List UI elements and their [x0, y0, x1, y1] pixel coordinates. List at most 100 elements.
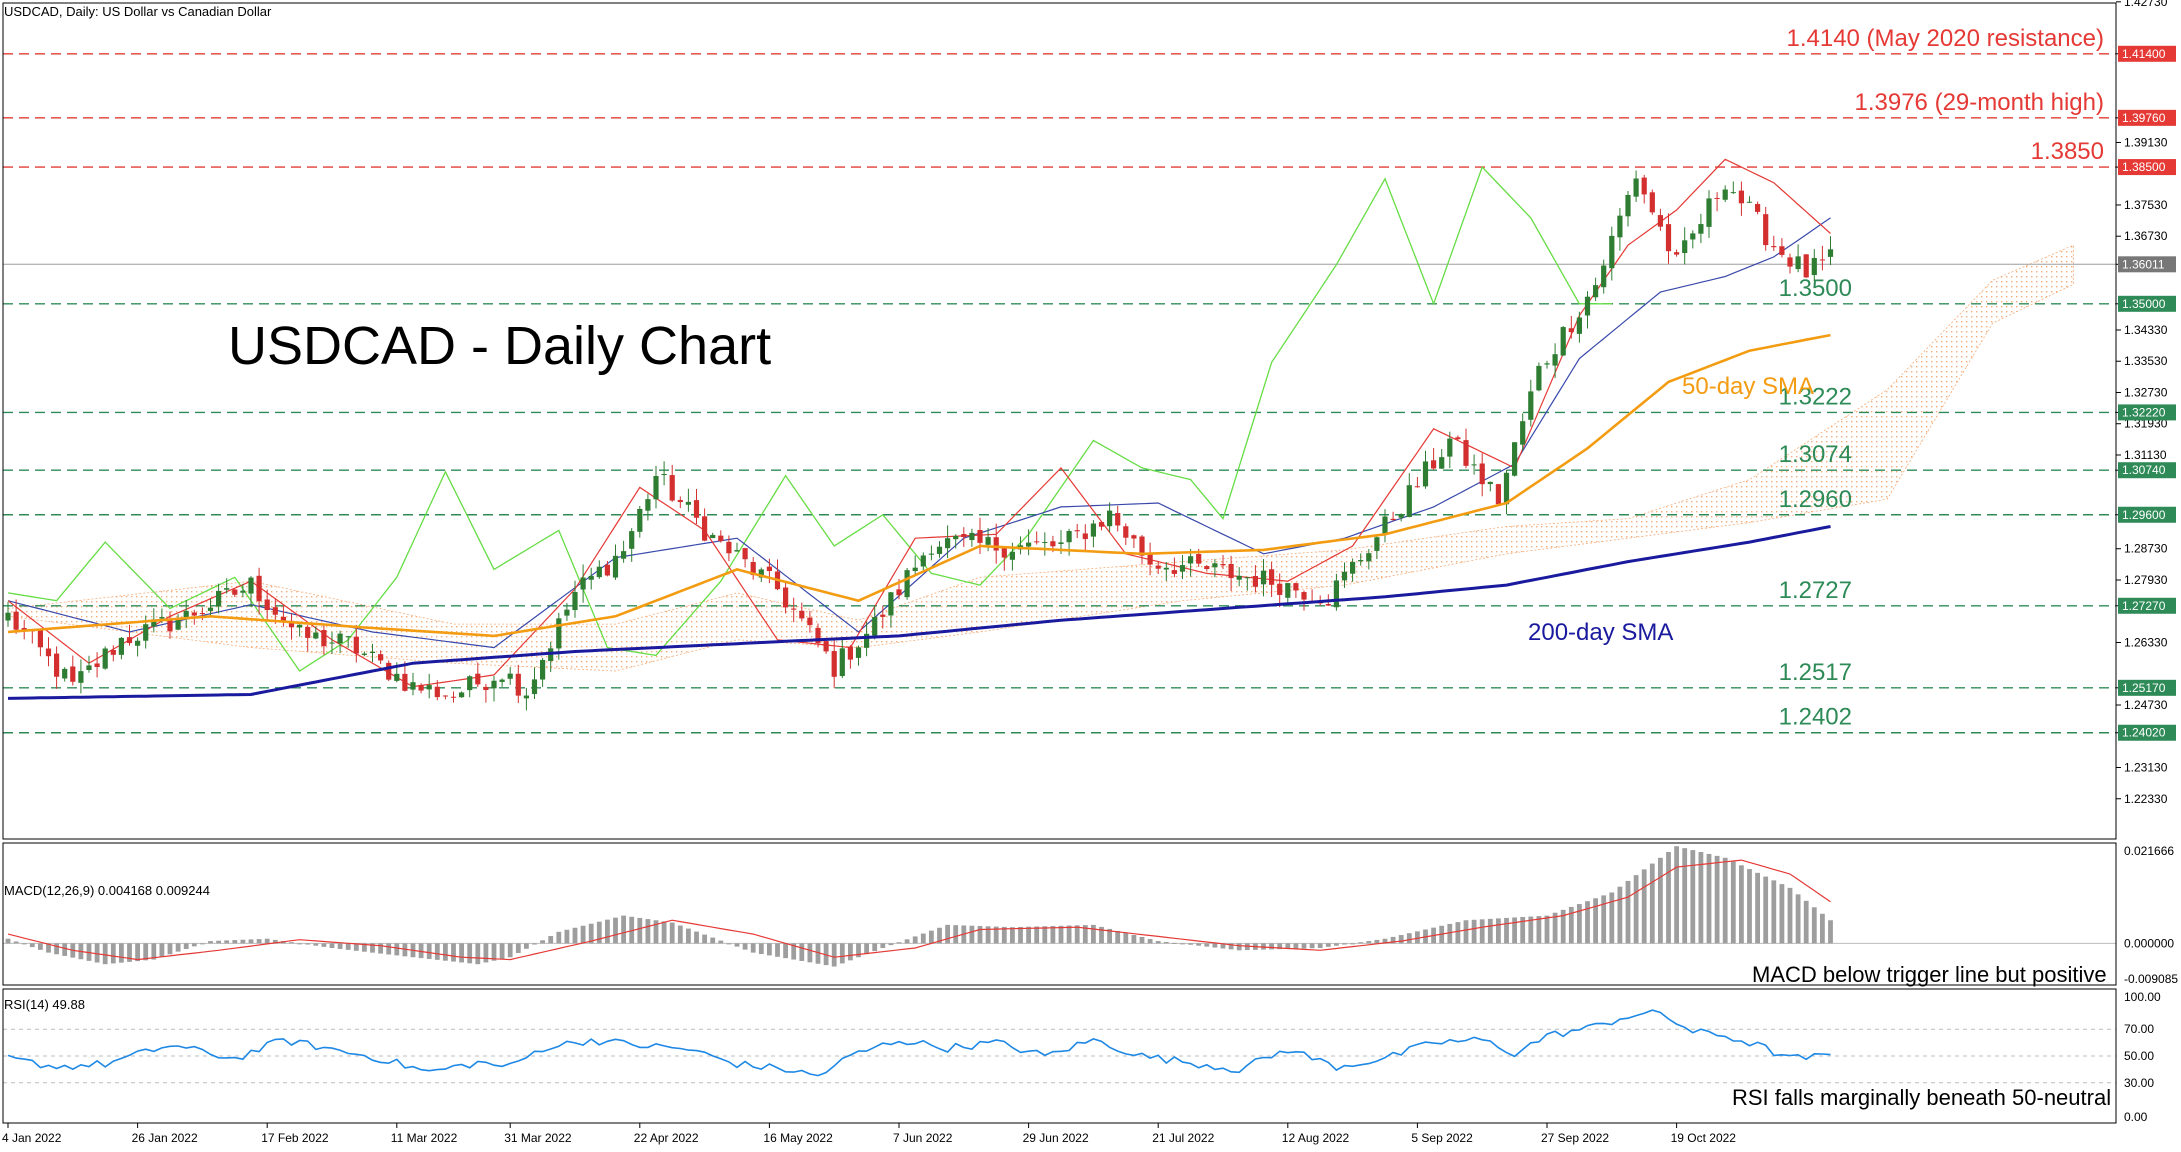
candle-body [1123, 526, 1129, 538]
level-tag-box [2118, 109, 2176, 126]
candle-body [718, 535, 724, 542]
candle-body [54, 653, 60, 677]
candle-body [1414, 486, 1420, 488]
candle-body [1196, 553, 1202, 564]
candle-body [734, 550, 740, 552]
macd-bar [467, 943, 473, 964]
macd-bar [1390, 936, 1396, 944]
macd-bar [1714, 855, 1720, 944]
macd-bar [1625, 880, 1631, 944]
macd-bar [1301, 943, 1307, 949]
candle-body [766, 566, 772, 572]
level-tag: 1.38500 [2122, 160, 2166, 174]
candle-body [912, 567, 918, 572]
macd-bar [1447, 923, 1453, 944]
x-tick-label: 5 Sep 2022 [1411, 1131, 1473, 1145]
macd-bar [1325, 943, 1331, 947]
macd-bar [151, 943, 157, 960]
macd-bar [580, 925, 586, 944]
candle-body [1787, 257, 1793, 267]
x-tick-label: 4 Jan 2022 [2, 1131, 62, 1145]
rsi-tick-label: 70.00 [2124, 1022, 2154, 1036]
macd-bar [839, 943, 845, 964]
level-tag-box [2118, 597, 2176, 614]
level-tag-box [2118, 506, 2176, 523]
macd-bar [507, 943, 513, 958]
macd-bar [362, 943, 367, 952]
candle-body [1584, 296, 1591, 316]
candle-body [272, 607, 278, 615]
macd-bar [1763, 876, 1769, 944]
sma200-line [7, 525, 1831, 700]
candle-body [78, 671, 84, 683]
macd-bar [1641, 869, 1647, 944]
macd-bar [1779, 884, 1785, 944]
candle-body [1779, 246, 1785, 255]
candle-body [1520, 421, 1526, 445]
candle-body [1131, 535, 1137, 539]
macd-bar [1317, 943, 1323, 948]
candle-body [1285, 583, 1291, 598]
macd-bar [1536, 916, 1542, 944]
macd-bar [1212, 943, 1218, 948]
candle-body [1512, 442, 1518, 476]
level-tag: 1.24020 [2122, 726, 2166, 740]
tenkan-sen [7, 158, 1831, 688]
macd-bar [167, 943, 173, 955]
macd-bar [1512, 917, 1517, 944]
macd-bar [127, 943, 132, 962]
price-tick-label: 1.39130 [2124, 135, 2168, 149]
macd-bar [1560, 909, 1566, 944]
macd-bar [1277, 943, 1283, 950]
macd-bar [1293, 943, 1299, 949]
candle-body [1293, 583, 1299, 591]
candle-body [216, 590, 222, 607]
x-tick-label: 22 Apr 2022 [634, 1131, 699, 1145]
candle-body [1479, 463, 1485, 485]
candle-body [1487, 481, 1493, 485]
candle-body [872, 617, 878, 636]
macd-bar [1261, 943, 1266, 950]
candle-body [977, 530, 983, 543]
candle-body [540, 659, 546, 680]
price-tick-label: 1.22330 [2124, 792, 2168, 806]
macd-bar [264, 938, 270, 944]
macd-bar [540, 940, 545, 944]
macd-bar [1350, 943, 1355, 945]
current-price-box [2118, 256, 2176, 273]
macd-signal-line [7, 859, 1831, 961]
macd-bar [1382, 938, 1388, 944]
candle-body [151, 619, 157, 627]
macd-bar [1099, 926, 1104, 944]
macd-bar [232, 940, 238, 944]
macd-bar [1188, 943, 1193, 945]
macd-bar [451, 943, 456, 962]
candle-body [669, 475, 675, 501]
candle-body [1374, 537, 1380, 551]
chart-title: USDCAD - Daily Chart [228, 316, 771, 376]
candle-body [1260, 570, 1267, 585]
macd-bar [5, 938, 11, 944]
macd-bar [1042, 926, 1048, 944]
level-tag-box [2118, 404, 2176, 421]
candle-body [1382, 516, 1388, 535]
candle-body [1536, 365, 1542, 391]
candle-body [1568, 328, 1574, 333]
candle-body [685, 501, 691, 505]
candle-body [1609, 235, 1615, 269]
macd-bar [1577, 904, 1582, 944]
candle-body [653, 475, 659, 500]
level-label: 1.2402 [1779, 704, 1852, 731]
macd-bar [1593, 898, 1598, 944]
candle-body [167, 619, 173, 632]
macd-bar [1066, 925, 1072, 944]
candle-body [135, 640, 141, 646]
candle-body [742, 548, 748, 560]
macd-bar [637, 917, 643, 944]
macd-bar [1666, 852, 1671, 944]
macd-bar [483, 943, 489, 963]
candle-body [1074, 530, 1080, 532]
price-tick-label: 1.36730 [2124, 229, 2168, 243]
macd-bar [1366, 941, 1372, 944]
